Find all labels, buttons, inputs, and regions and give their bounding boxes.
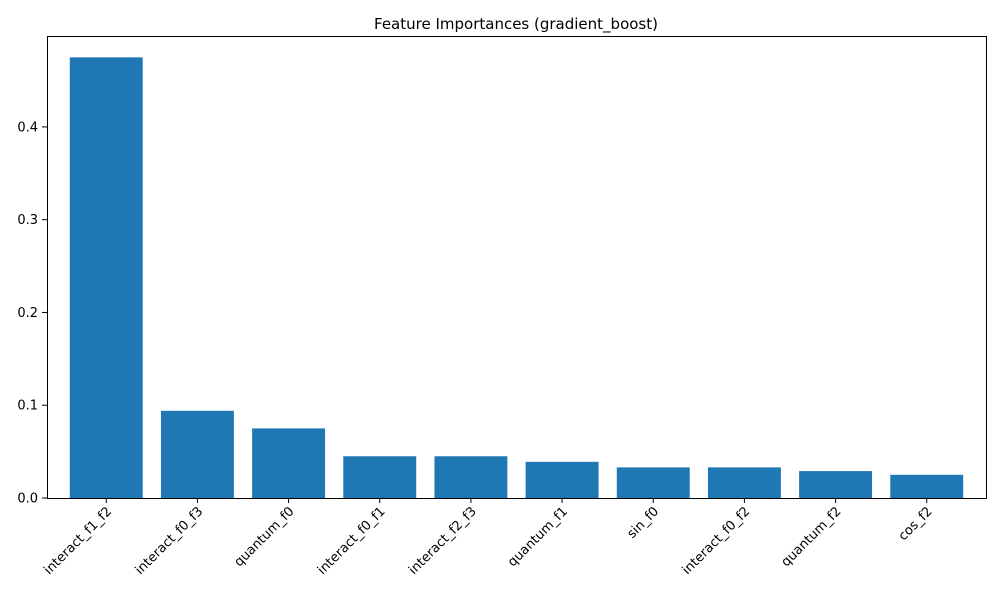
bar-quantum_f0: [252, 428, 326, 498]
bars-group: [69, 57, 964, 499]
bar-interact_f2_f3: [434, 456, 508, 498]
x-tick-label: interact_f0_f2: [680, 504, 754, 578]
bar-quantum_f1: [525, 461, 599, 498]
bar-interact_f1_f2: [69, 57, 143, 499]
y-tick-label: 0.1: [17, 399, 38, 414]
x-tick-label: quantum_f2: [779, 504, 845, 570]
y-tick-label: 0.4: [17, 120, 38, 135]
bar-interact_f0_f3: [160, 410, 234, 498]
y-axis: 0.0 0.1 0.2 0.3 0.4: [17, 120, 47, 507]
x-tick-label: interact_f1_f2: [41, 504, 115, 578]
bar-interact_f0_f2: [707, 467, 781, 498]
x-tick-label: interact_f0_f3: [133, 504, 207, 578]
y-tick-label: 0.2: [17, 306, 38, 321]
x-tick-label: interact_f2_f3: [406, 504, 480, 578]
bar-interact_f0_f1: [343, 456, 417, 498]
x-tick-label: quantum_f1: [505, 504, 571, 570]
x-tick-label: quantum_f0: [232, 504, 298, 570]
x-tick-label: cos_f2: [896, 504, 936, 544]
x-tick-label: sin_f0: [625, 504, 662, 541]
y-tick-label: 0.0: [17, 492, 38, 507]
bar-cos_f2: [890, 474, 964, 498]
bar-sin_f0: [616, 467, 690, 498]
plot-frame: [47, 36, 987, 499]
y-tick-label: 0.3: [17, 213, 38, 228]
chart-title: Feature Importances (gradient_boost): [374, 15, 658, 34]
x-tick-label: interact_f0_f1: [315, 504, 389, 578]
bar-quantum_f2: [799, 471, 873, 498]
x-axis: interact_f1_f2 interact_f0_f3 quantum_f0 in…: [41, 498, 936, 578]
